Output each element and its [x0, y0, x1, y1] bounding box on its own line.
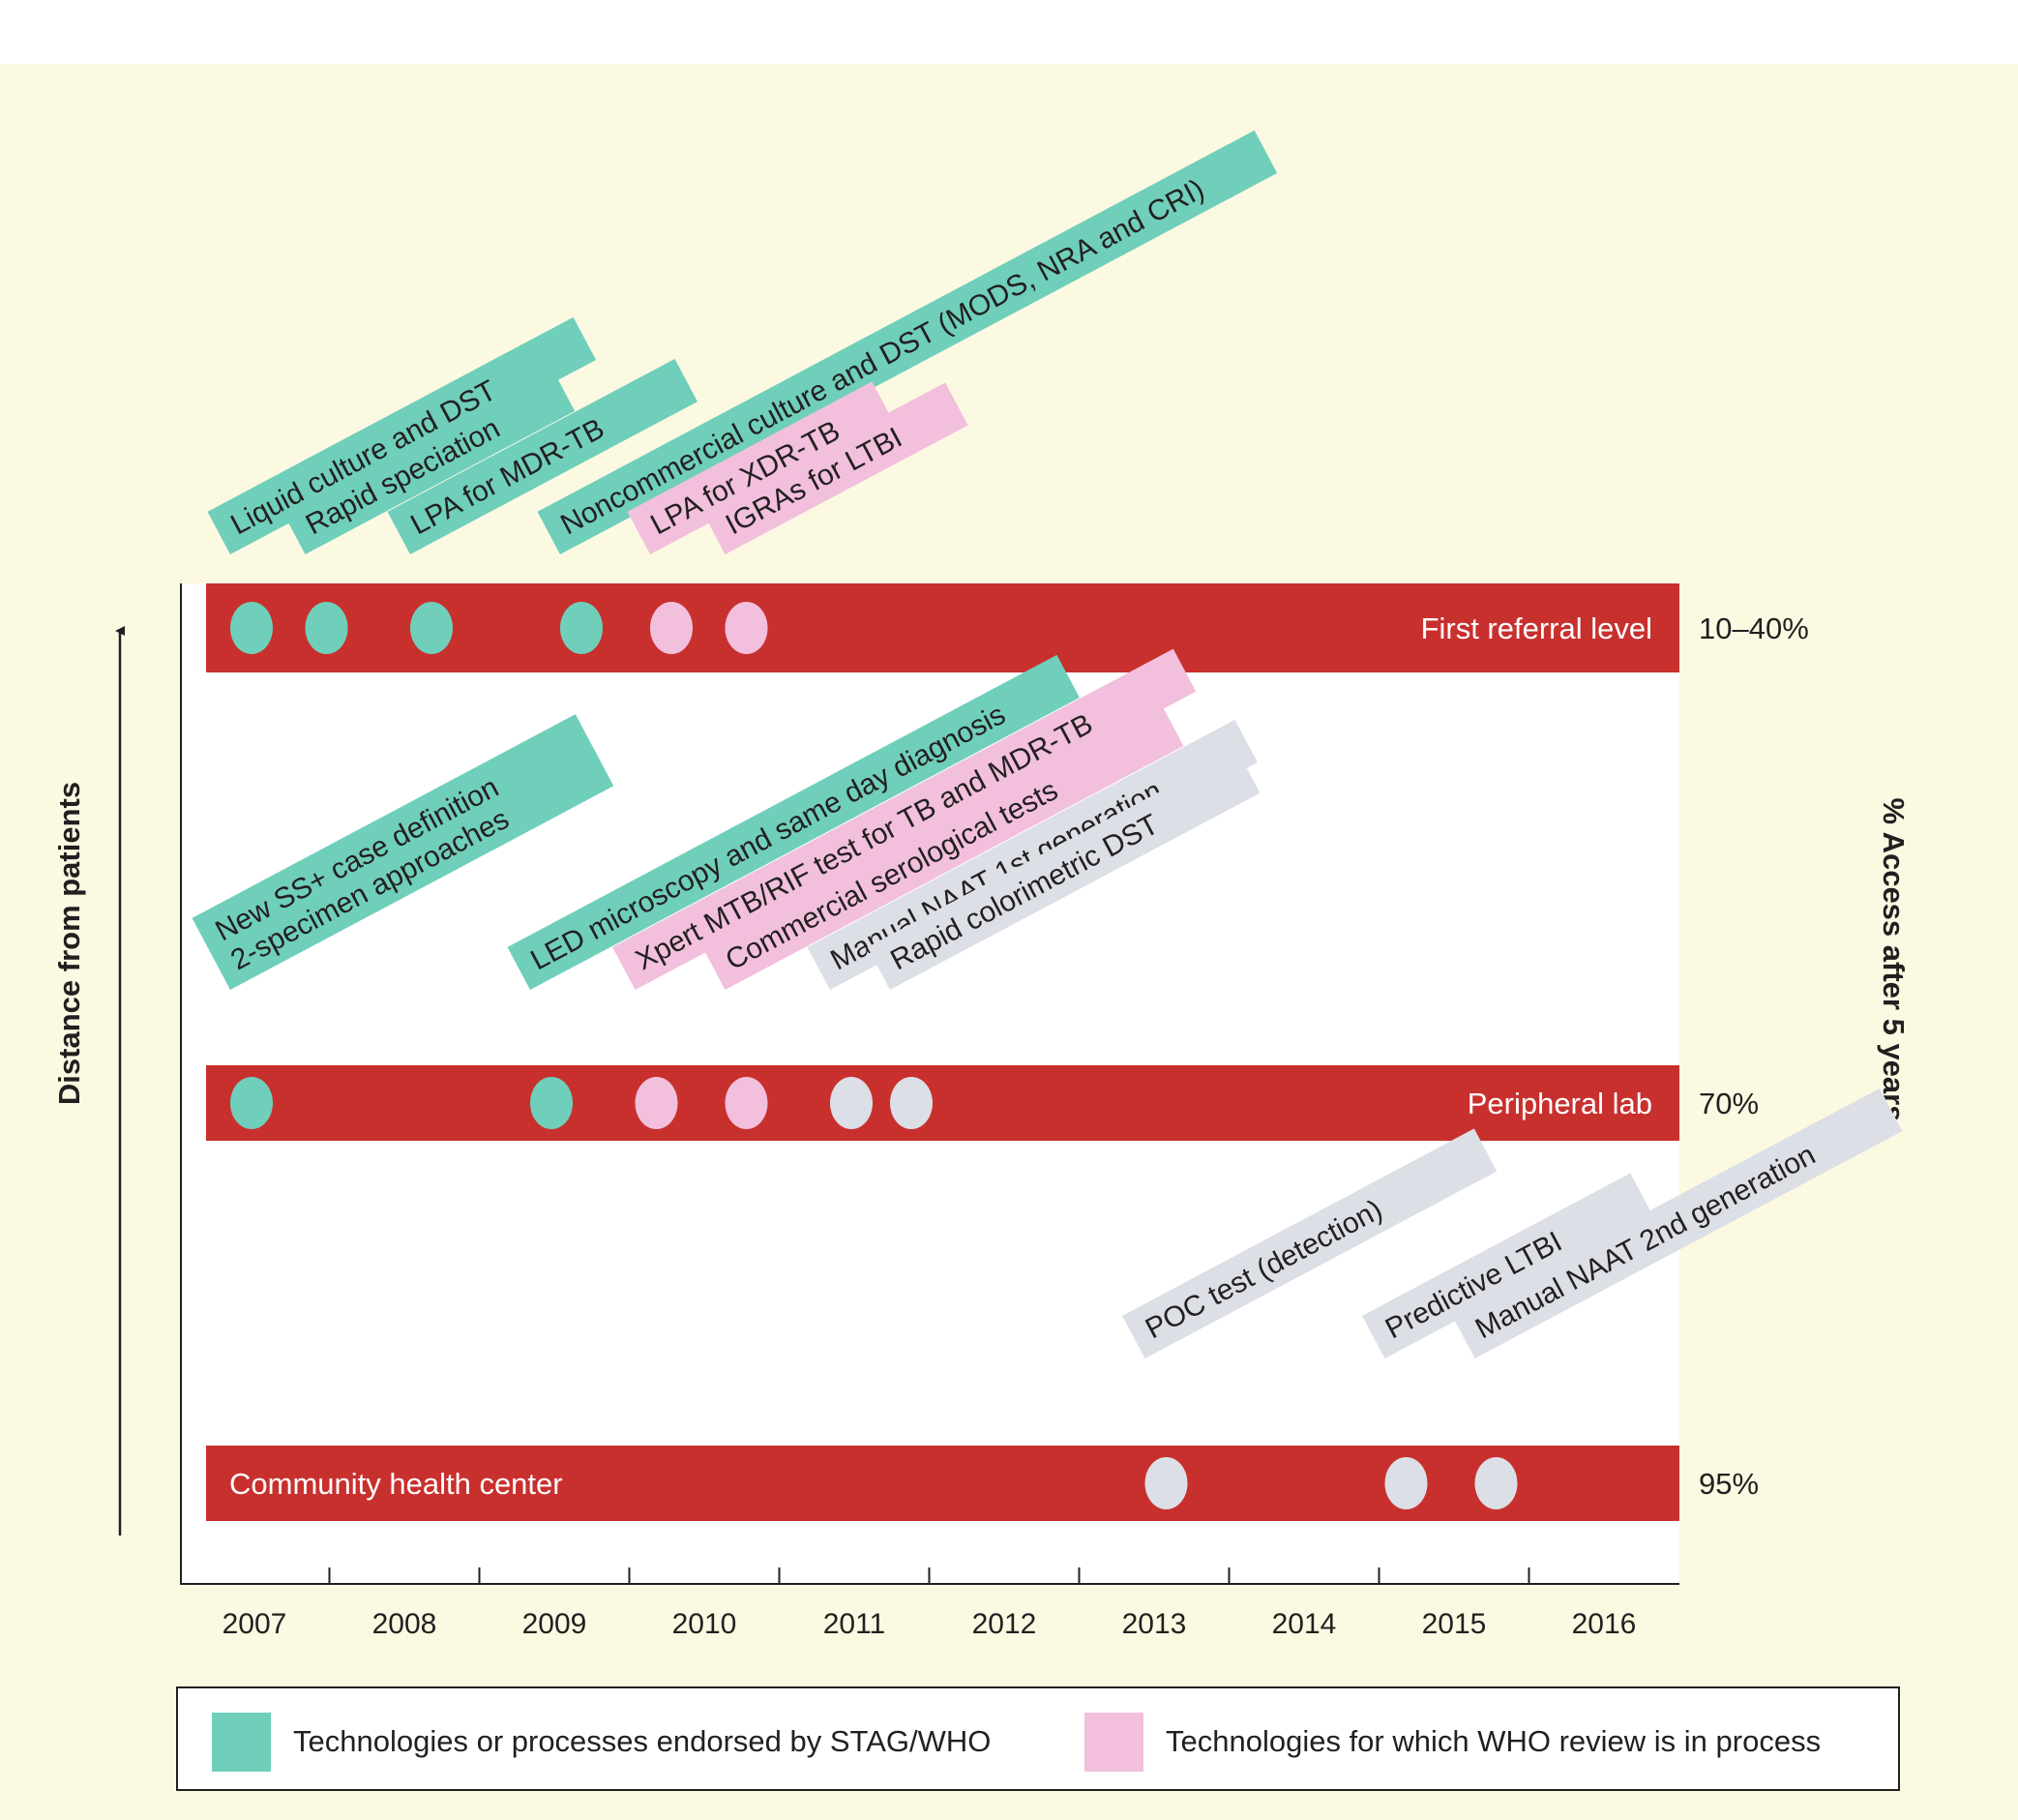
level-name: First referral level	[1421, 612, 1652, 645]
tech-dot-lpa-for-mdr-tb	[410, 602, 453, 654]
banner-shape	[702, 702, 1184, 990]
banner-shape	[507, 654, 1080, 990]
banner-shape	[1452, 1088, 1903, 1358]
year-label-2013: 2013	[1122, 1608, 1187, 1640]
banner-shape	[612, 648, 1197, 990]
tech-dot-rapid-colorimetric-dst	[890, 1077, 933, 1129]
tech-dot-lpa-for-xdr-tb	[650, 602, 693, 654]
tech-dot-noncommercial-culture-and-dst-mods-nra-and-cri	[560, 602, 603, 654]
y-axis-label: Distance from patients	[52, 782, 86, 1105]
banner-shape	[1362, 1173, 1653, 1358]
year-label-2012: 2012	[972, 1608, 1037, 1640]
year-label-2009: 2009	[522, 1608, 587, 1640]
tech-dot-liquid-culture-and-dst	[230, 602, 273, 654]
access-percent: 70%	[1699, 1087, 1759, 1120]
tech-dot-poc-test-detection	[1144, 1457, 1188, 1509]
level-bar	[206, 1065, 1679, 1141]
year-label-2008: 2008	[372, 1608, 437, 1640]
banner-shape	[387, 358, 698, 554]
banner-shape	[867, 750, 1261, 990]
banner-shape	[537, 130, 1278, 554]
legend-swatch-in_review	[1084, 1713, 1143, 1772]
banner-shape	[627, 381, 895, 554]
year-label-2010: 2010	[672, 1608, 737, 1640]
banner-shape	[192, 714, 614, 990]
top-margin	[0, 0, 2018, 64]
year-label-2016: 2016	[1572, 1608, 1637, 1640]
legend-label-endorsed: Technologies or processes endorsed by ST…	[293, 1724, 991, 1758]
level-bar	[206, 1446, 1679, 1521]
level-peripheral-lab: Peripheral lab 70%New SS+ case definition…	[192, 648, 1759, 1141]
banner-shape	[1122, 1128, 1498, 1358]
legend: Technologies or processes endorsed by ST…	[176, 1686, 1900, 1791]
legend-box	[176, 1686, 1900, 1791]
legend-label-in_review: Technologies for which WHO review is in …	[1166, 1724, 1821, 1758]
banner-shape	[207, 316, 597, 554]
banner-shape	[282, 368, 576, 554]
year-label-2015: 2015	[1422, 1608, 1487, 1640]
tech-dot-led-microscopy-and-same-day-diagnosis	[530, 1077, 573, 1129]
right-axis-label: % Access after 5 years	[1877, 798, 1911, 1122]
legend-swatch-endorsed	[212, 1713, 271, 1772]
year-label-2011: 2011	[823, 1608, 886, 1640]
tech-dot-igras-for-ltbi	[725, 602, 768, 654]
tech-dot-new-ss-case-definition-2-specimen-approaches	[230, 1077, 273, 1129]
tech-dot-xpert-mtb-rif-test-for-tb-and-mdr-tb	[635, 1077, 678, 1129]
level-name: Community health center	[229, 1467, 563, 1501]
tech-dot-manual-naat-2nd-generation	[1474, 1457, 1518, 1509]
tech-dot-manual-naat-1st-generation	[830, 1077, 873, 1129]
year-label-2007: 2007	[223, 1608, 287, 1640]
tech-dot-predictive-ltbi	[1384, 1457, 1428, 1509]
tech-dot-commercial-serological-tests	[725, 1077, 768, 1129]
tech-dot-rapid-speciation	[305, 602, 348, 654]
access-percent: 95%	[1699, 1467, 1759, 1501]
level-name: Peripheral lab	[1468, 1087, 1652, 1120]
access-percent: 10–40%	[1699, 612, 1809, 645]
year-label-2014: 2014	[1272, 1608, 1337, 1640]
banner-shape	[702, 382, 968, 554]
